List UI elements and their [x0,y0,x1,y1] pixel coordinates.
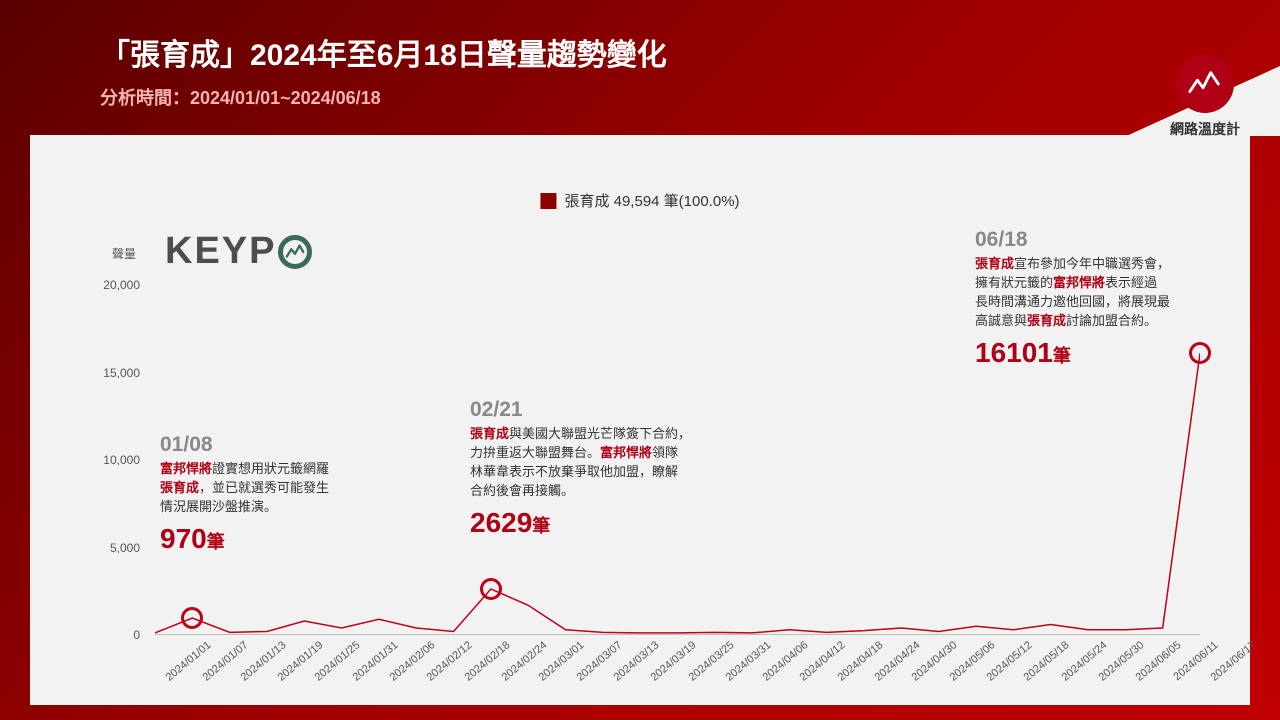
annotation-0108: 01/08 富邦悍將證實想用狀元籤網羅張育成，並已就選秀可能發生情況展開沙盤推演… [160,430,400,560]
annotation-0618: 06/18 張育成宣布參加今年中職選秀會，擁有狀元籤的富邦悍將表示經過長時間溝通… [975,225,1235,373]
brand-label: 網路溫度計 [1170,119,1240,139]
annotation-0221: 02/21 張育成與美國大聯盟光芒隊簽下合約，力拚重返大聯盟舞台。富邦悍將領隊林… [470,395,730,543]
keypo-o-icon [278,235,312,269]
chart-panel: 張育成 49,594 筆(100.0%) 聲量 KEYP 0 5,000 10,00… [30,135,1250,705]
brand-icon [1176,55,1234,113]
y-tick: 20,000 [90,278,140,292]
y-axis-label: 聲量 [112,245,136,262]
legend-text: 張育成 49,594 筆(100.0%) [564,190,739,211]
date-range: 分析時間：2024/01/01~2024/06/18 [100,84,1280,110]
peak-ring [480,578,502,600]
legend-swatch [540,193,556,209]
header: 「張育成」2024年至6月18日聲量趨勢變化 分析時間：2024/01/01~2… [0,0,1280,135]
chart-legend: 張育成 49,594 筆(100.0%) [540,190,739,211]
page-title: 「張育成」2024年至6月18日聲量趨勢變化 [100,30,1280,74]
y-tick: 5,000 [90,541,140,555]
peak-ring [181,607,203,629]
y-tick: 15,000 [90,366,140,380]
keypo-watermark: KEYP [165,230,312,273]
y-tick: 0 [90,628,140,642]
y-tick: 10,000 [90,453,140,467]
brand-logo: 網路溫度計 [1170,55,1240,139]
